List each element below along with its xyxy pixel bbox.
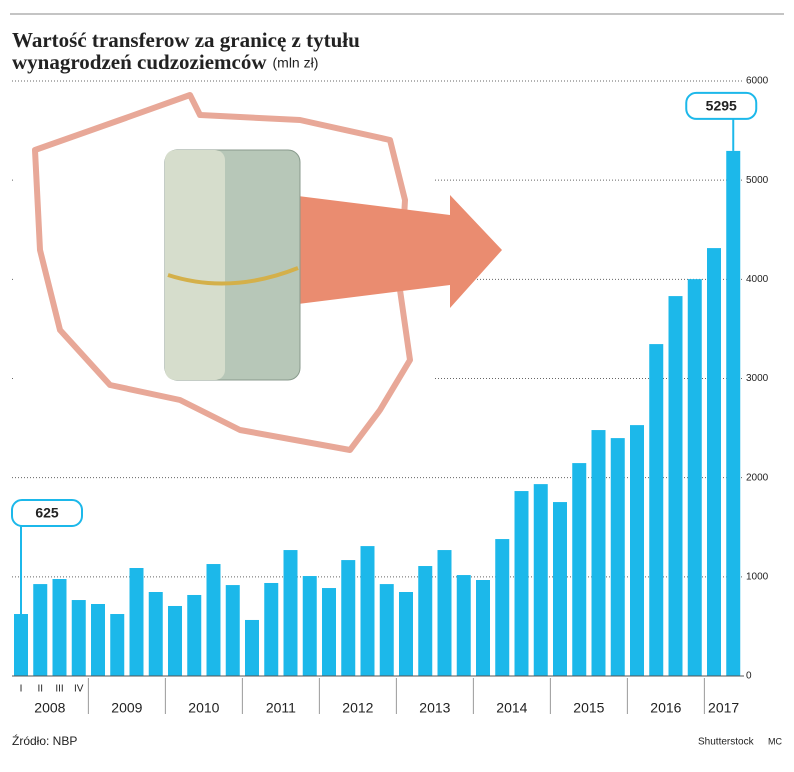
y-tick-label: 2000 [746, 472, 769, 483]
bar [649, 344, 664, 676]
map-outline [32, 92, 413, 453]
credit: Shutterstock [698, 737, 755, 748]
bar [630, 425, 644, 676]
year-label: 2016 [650, 700, 681, 716]
x-tick-label: III [55, 684, 63, 695]
bar [206, 564, 221, 676]
bar [168, 605, 182, 676]
bar [610, 438, 625, 676]
bar [33, 584, 48, 676]
bar [514, 491, 529, 676]
bar [707, 248, 721, 677]
bar [322, 588, 336, 676]
year-label: 2013 [419, 700, 450, 716]
y-tick-label: 1000 [746, 571, 769, 582]
author: MC [768, 736, 782, 746]
bar [14, 614, 28, 676]
bar [687, 279, 702, 676]
chart-title: Wartość transferow za granicę z tytułu [12, 28, 360, 52]
bar [302, 576, 317, 676]
y-tick-label: 6000 [746, 76, 769, 87]
bar [225, 585, 240, 676]
bar [495, 539, 510, 676]
x-tick-label: II [37, 684, 43, 695]
bar [71, 600, 86, 676]
bar [437, 550, 452, 676]
arrow [290, 195, 502, 308]
bar [476, 580, 490, 676]
bar [553, 502, 567, 676]
year-label: 2017 [708, 700, 739, 716]
bar [148, 592, 163, 676]
plot [14, 150, 741, 677]
bar [572, 463, 587, 676]
chart-subtitle: (mln zł) [273, 55, 319, 71]
bar [456, 575, 471, 676]
bar [399, 592, 413, 676]
source: Źródło: NBP [12, 733, 77, 748]
bar [129, 568, 144, 676]
y-tick-label: 4000 [746, 274, 769, 285]
x-tick-label: IV [74, 684, 84, 695]
bar [418, 566, 433, 676]
bar [283, 550, 298, 676]
callout-box [11, 499, 83, 528]
year-label: 2014 [496, 700, 527, 716]
bar [341, 560, 356, 676]
bar [245, 619, 259, 676]
x-tick-label: I [20, 684, 23, 695]
bar [110, 614, 125, 676]
illustration [15, 86, 502, 466]
year-label: 2015 [573, 700, 604, 716]
rubber-band [167, 266, 299, 286]
bar [91, 604, 105, 676]
chart-title: wynagrodzeń cudzoziemców [12, 50, 267, 74]
bar [668, 296, 683, 676]
bar [264, 582, 279, 676]
year-label: 2012 [342, 700, 373, 716]
bar [379, 584, 394, 676]
y-tick-label: 5000 [746, 175, 769, 186]
year-label: 2011 [266, 700, 296, 716]
year-label: 2009 [111, 700, 142, 716]
callout-box [685, 91, 758, 120]
bar [591, 430, 606, 676]
y-tick-label: 3000 [746, 373, 769, 384]
data-label: 5295 [706, 98, 737, 114]
money-roll-edge [165, 150, 225, 380]
bar [726, 150, 741, 677]
year-label: 2008 [34, 700, 65, 716]
bar [360, 546, 375, 676]
year-label: 2010 [188, 700, 219, 716]
bar [533, 484, 548, 676]
bar [187, 594, 202, 676]
data-label: 625 [35, 505, 59, 521]
bar [52, 579, 67, 676]
y-tick-label: 0 [746, 671, 752, 682]
